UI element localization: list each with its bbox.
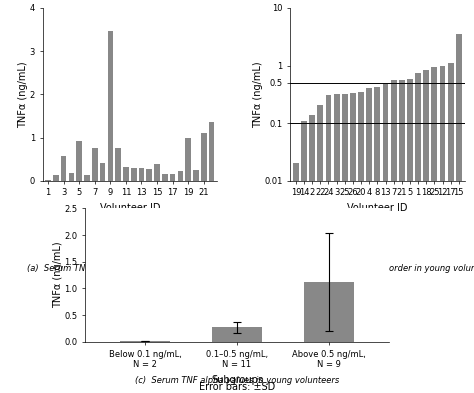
Bar [123,167,129,181]
Bar [407,79,413,393]
Bar [76,141,82,181]
Bar [399,79,405,393]
Bar [162,174,168,181]
X-axis label: Volunteer ID: Volunteer ID [100,203,160,213]
Bar [358,92,364,393]
Y-axis label: TNFα (ng/mL): TNFα (ng/mL) [53,242,63,309]
Bar [139,168,144,181]
Bar [423,70,429,393]
Bar [326,95,331,393]
Bar [209,122,214,181]
Bar [92,148,98,181]
Bar [146,169,152,181]
Bar [293,163,299,393]
Text: (c)  Serum TNF alpha values in young volunteers: (c) Serum TNF alpha values in young volu… [135,376,339,385]
Bar [334,94,339,393]
Bar [456,34,462,393]
Title: (a)  Serum TNF alpha values in young volunteers: (a) Serum TNF alpha values in young volu… [27,264,232,273]
Bar [53,175,59,181]
Bar [170,174,175,181]
Bar [301,121,307,393]
Bar [154,164,160,181]
Bar [439,66,446,393]
Bar [46,180,51,181]
Title: (b)  Serum TNF alpha values in order in young volunteers: (b) Serum TNF alpha values in order in y… [257,264,474,273]
Bar [120,341,170,342]
Text: Error bars: ±SD: Error bars: ±SD [199,382,275,392]
Bar [108,31,113,181]
Bar [342,94,348,393]
Y-axis label: TNFα (ng/mL): TNFα (ng/mL) [253,61,263,128]
Bar [309,115,315,393]
Bar [318,105,323,393]
Bar [100,163,105,181]
Bar [115,148,121,181]
Bar [84,175,90,181]
Bar [69,173,74,181]
Bar [350,93,356,393]
Bar [178,171,183,181]
Bar [304,282,354,342]
X-axis label: Subgroups: Subgroups [211,375,263,384]
Bar [383,84,388,393]
Bar [185,138,191,181]
Bar [366,88,372,393]
Bar [448,63,454,393]
Bar [391,81,397,393]
Bar [193,170,199,181]
Bar [415,73,421,393]
X-axis label: Volunteer ID: Volunteer ID [347,203,408,213]
Bar [431,67,438,393]
Bar [201,133,207,181]
Bar [61,156,66,181]
Bar [212,327,262,342]
Bar [131,168,137,181]
Y-axis label: TNFα (ng/mL): TNFα (ng/mL) [18,61,28,128]
Bar [374,87,380,393]
